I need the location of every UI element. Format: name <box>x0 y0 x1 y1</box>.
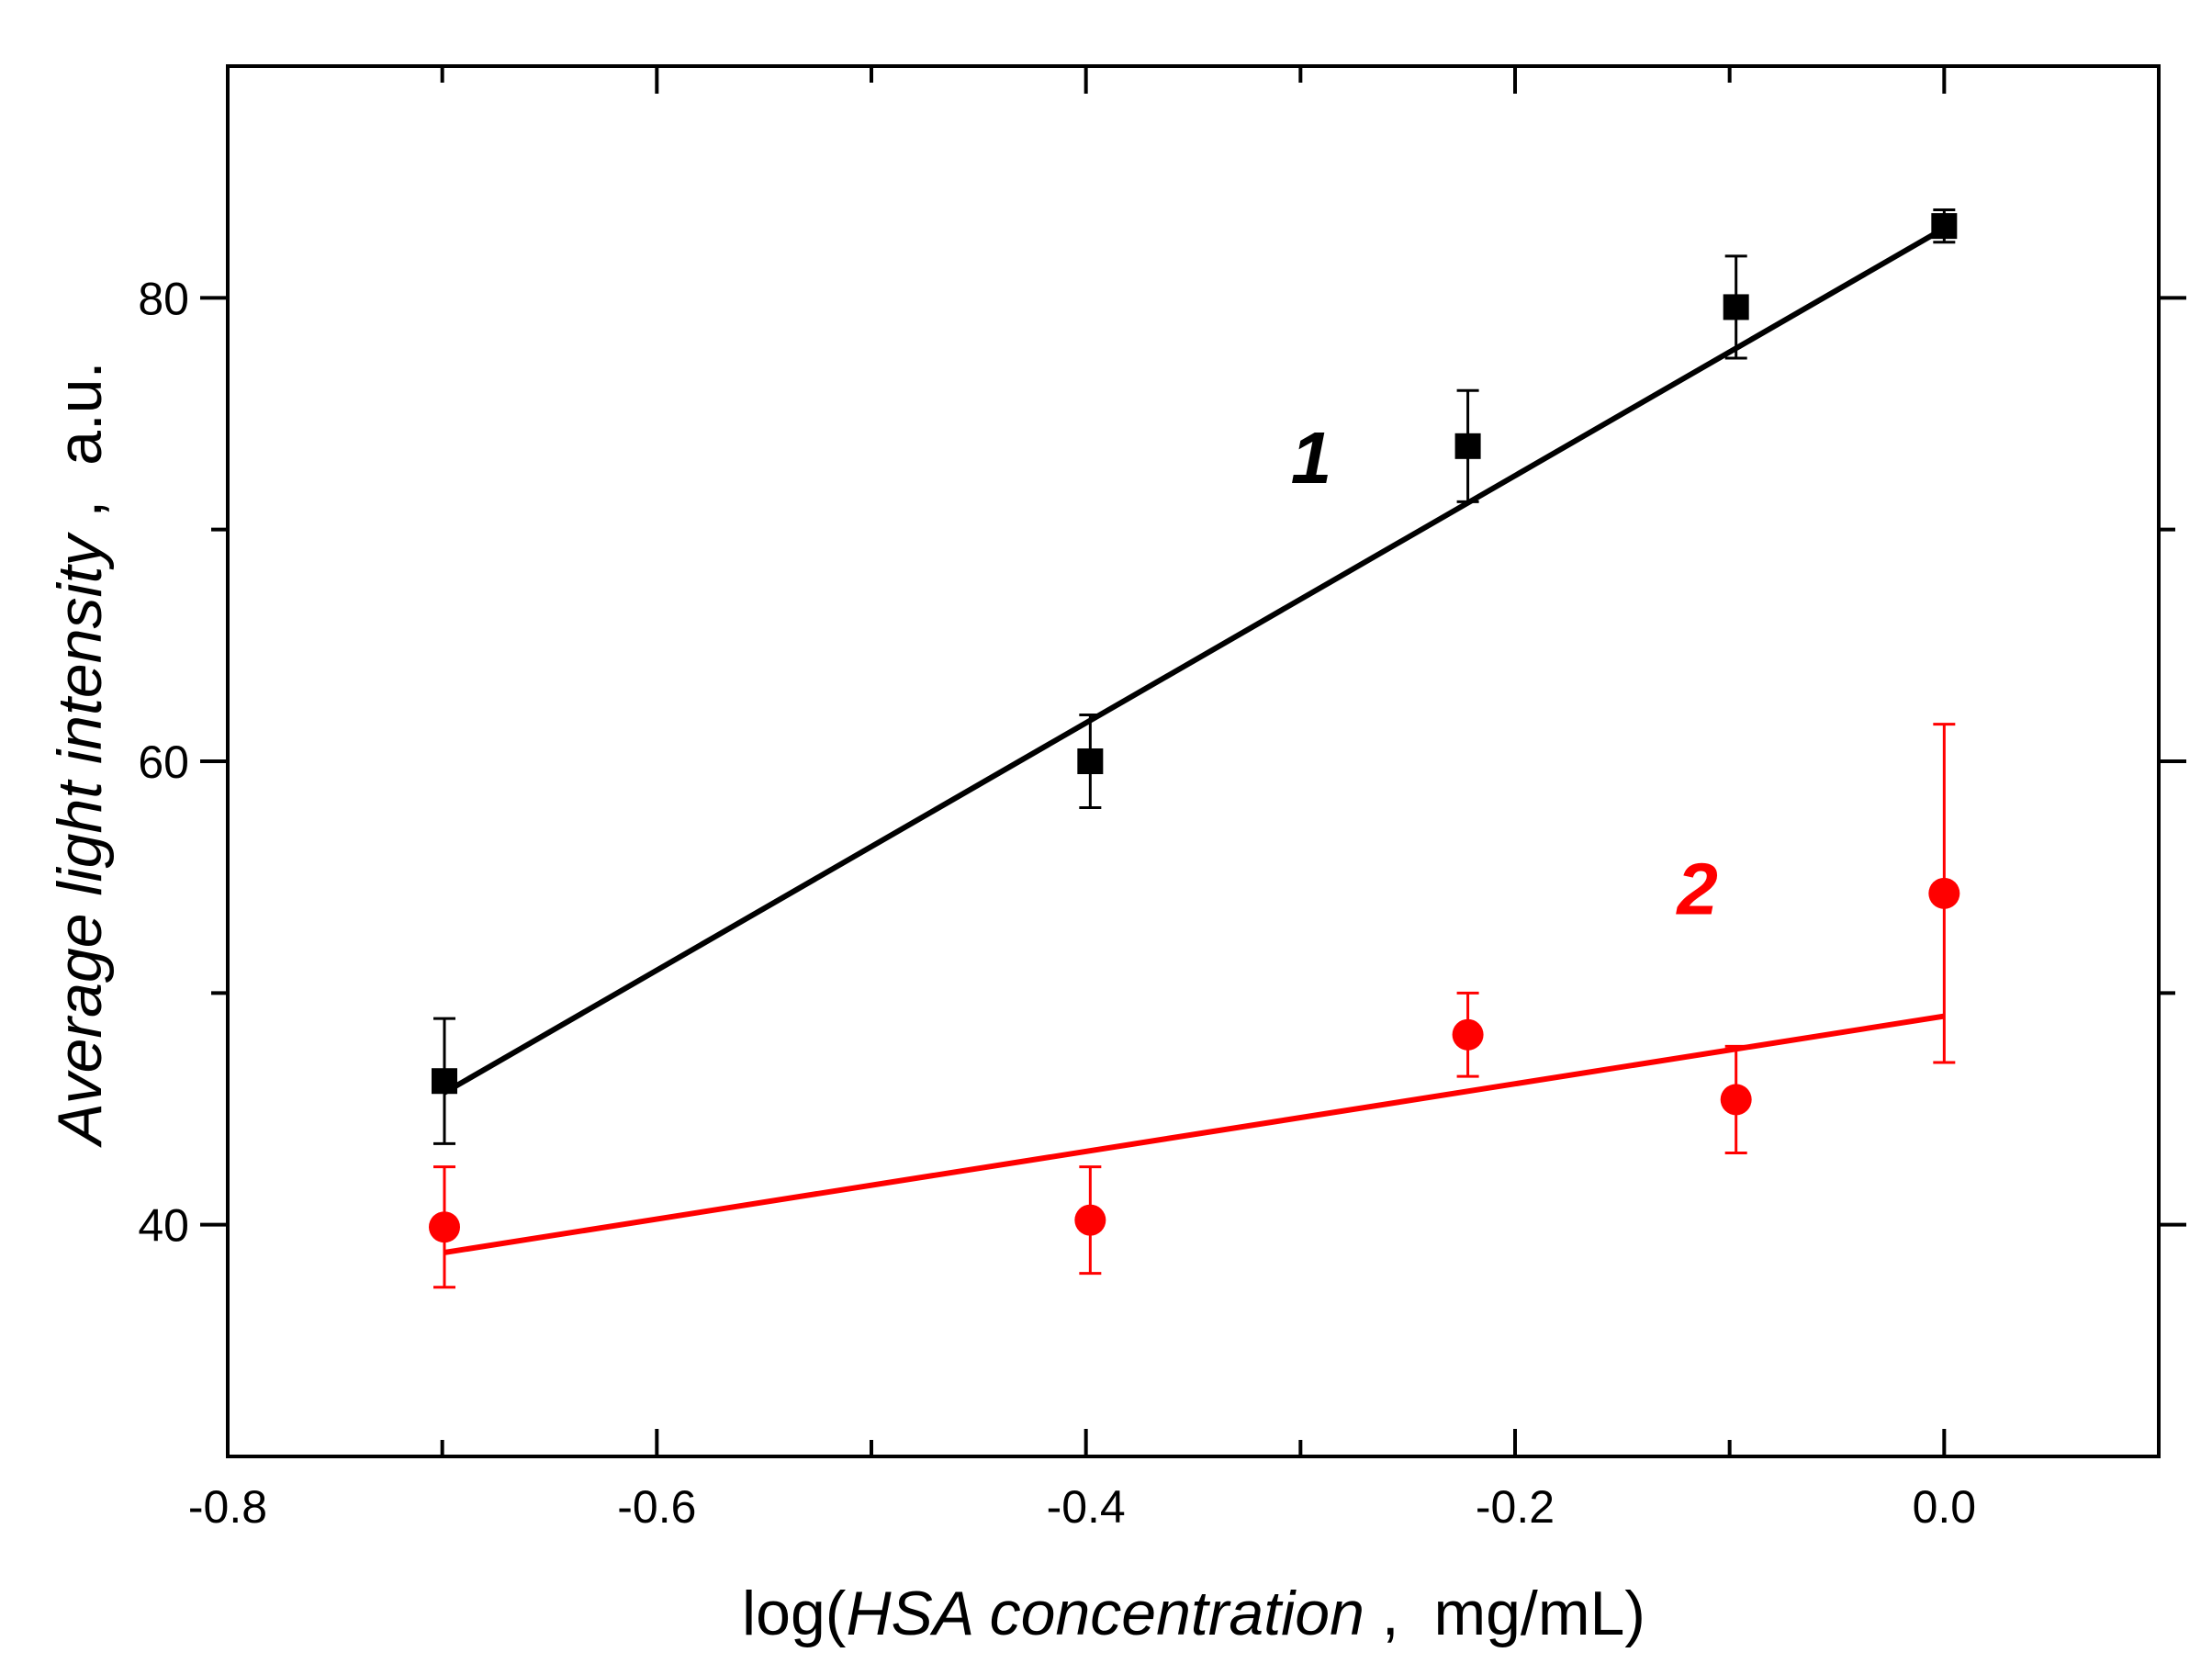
y-tick-label: 60 <box>138 736 189 788</box>
data-point-square <box>1931 213 1958 240</box>
data-point-circle <box>429 1211 461 1243</box>
y-tick-label: 40 <box>138 1200 189 1252</box>
series-label-2: 2 <box>1675 849 1718 930</box>
data-point-circle <box>1074 1204 1106 1236</box>
series-2: 2 <box>429 723 1960 1289</box>
x-tick-label: -0.8 <box>188 1481 267 1533</box>
data-point-circle <box>1720 1084 1752 1116</box>
x-tick-label: -0.2 <box>1476 1481 1555 1533</box>
y-axis-title: Average light intensity , a.u. <box>45 361 115 1148</box>
fit-line-2 <box>444 1013 1945 1255</box>
y-tick-label: 80 <box>138 273 189 324</box>
x-tick-label: -0.4 <box>1047 1481 1126 1533</box>
fit-line-1 <box>443 226 1946 1096</box>
series-label-1: 1 <box>1291 417 1332 499</box>
data-point-circle <box>1928 877 1960 909</box>
data-series: 12 <box>429 208 1960 1289</box>
x-tick-label: -0.6 <box>617 1481 696 1533</box>
data-point-square <box>1077 748 1104 774</box>
x-tick-label: 0.0 <box>1913 1481 1977 1533</box>
data-point-square <box>432 1068 458 1095</box>
x-axis-title-italic: HSA concentration <box>846 1579 1364 1648</box>
data-point-circle <box>1452 1018 1484 1051</box>
x-axis-title-suffix: , mg/mL) <box>1364 1579 1645 1648</box>
y-axis-title-italic: Average light intensity <box>45 531 115 1148</box>
series-1: 1 <box>432 208 1958 1145</box>
axis-ticks <box>200 66 2186 1456</box>
x-axis-title: log(HSA concentration , mg/mL) <box>742 1579 1645 1648</box>
data-point-square <box>1723 294 1749 320</box>
data-point-square <box>1454 433 1481 459</box>
axis-tick-labels: -0.8 -0.6 -0.4 -0.2 0.0 40 60 80 <box>138 273 1976 1533</box>
y-axis-title-suffix: , a.u. <box>45 361 115 534</box>
x-axis-title-prefix: log( <box>742 1579 847 1648</box>
